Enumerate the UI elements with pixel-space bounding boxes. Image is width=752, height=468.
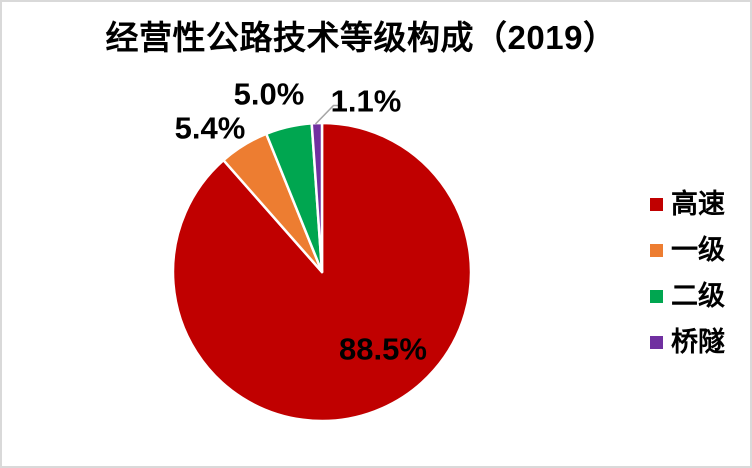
data-label-expressway[interactable]: 88.5% — [339, 331, 427, 367]
data-label-bridge-tunnel[interactable]: 1.1% — [330, 83, 402, 119]
legend-label-grade1: 一级 — [671, 234, 725, 265]
data-label-grade1[interactable]: 5.4% — [174, 110, 246, 146]
chart-title[interactable]: 经营性公路技术等级构成（2019） — [105, 19, 617, 56]
legend: 高速 一级 二级 桥隧 — [650, 181, 725, 365]
legend-swatch-grade2-icon — [650, 289, 663, 303]
legend-label-expressway: 高速 — [671, 188, 725, 219]
data-label-grade2[interactable]: 5.0% — [233, 76, 305, 112]
legend-swatch-grade1-icon — [650, 243, 663, 257]
leader-line-bridge-tunnel — [314, 104, 340, 125]
legend-label-grade2: 二级 — [671, 280, 725, 311]
legend-swatch-expressway-icon — [650, 197, 663, 211]
legend-swatch-bridge-tunnel-icon — [650, 335, 663, 349]
legend-label-bridge-tunnel: 桥隧 — [671, 326, 725, 357]
legend-item-grade1[interactable]: 一级 — [650, 227, 725, 273]
legend-item-expressway[interactable]: 高速 — [650, 181, 725, 227]
legend-item-grade2[interactable]: 二级 — [650, 273, 725, 319]
legend-item-bridge-tunnel[interactable]: 桥隧 — [650, 319, 725, 365]
